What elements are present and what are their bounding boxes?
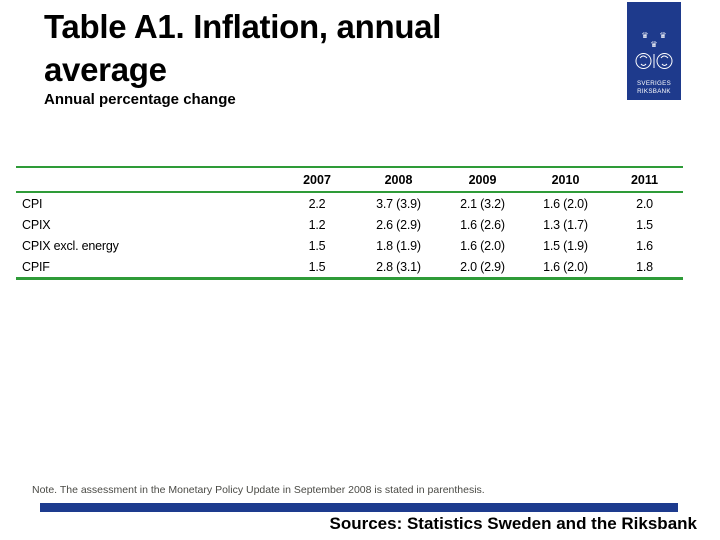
column-header-2008: 2008 — [357, 167, 440, 193]
column-header-2009: 2009 — [440, 167, 525, 193]
table-cell: 1.3 (1.7) — [543, 217, 588, 232]
table-cell: 1.6 — [636, 238, 653, 253]
table-cell: 2.0 — [636, 196, 653, 211]
table-cell: 2.0 (2.9) — [460, 259, 505, 274]
crown-icon: ♛ — [641, 31, 648, 40]
table-cell: 2.6 (2.9) — [376, 217, 421, 232]
page-title: Table A1. Inflation, annual average — [44, 5, 604, 91]
row-label: CPIX excl. energy — [22, 238, 119, 253]
crown-icon: ♛ — [659, 31, 666, 40]
row-label: CPIF — [22, 259, 50, 274]
table-cell: 3.7 (3.9) — [376, 196, 421, 211]
footnote: Note. The assessment in the Monetary Pol… — [32, 484, 485, 496]
riksbank-logo-icon: ♛ ♛ ♛ SVERIGES RIKSBANK — [627, 2, 681, 100]
table-row-cpi: CPI 2.2 3.7 (3.9) 2.1 (3.2) 1.6 (2.0) 2.… — [16, 192, 683, 214]
row-label: CPI — [22, 196, 43, 211]
table-cell: 2.8 (3.1) — [376, 259, 421, 274]
table-cell: 1.8 (1.9) — [376, 238, 421, 253]
table-cell: 1.5 — [636, 217, 653, 232]
column-header-blank — [16, 167, 277, 193]
table-cell: 1.2 — [308, 217, 326, 232]
table-cell: 1.6 (2.6) — [460, 217, 505, 232]
footer-divider-bar — [40, 503, 678, 512]
column-header-2007: 2007 — [277, 167, 357, 193]
table-cell: 1.6 (2.0) — [543, 259, 588, 274]
column-header-2010: 2010 — [525, 167, 606, 193]
table-cell: 1.5 (1.9) — [543, 238, 588, 253]
table-row-cpix-excl-energy: CPIX excl. energy 1.5 1.8 (1.9) 1.6 (2.0… — [16, 235, 683, 256]
riksbank-logo: ♛ ♛ ♛ SVERIGES RIKSBANK — [627, 2, 681, 100]
table-cell: 1.5 — [308, 259, 326, 274]
inflation-table-container: 2007 2008 2009 2010 2011 CPI 2.2 3.7 (3.… — [16, 166, 683, 280]
column-header-2011: 2011 — [606, 167, 683, 193]
table-cell: 1.6 (2.0) — [460, 238, 505, 253]
table-cell: 2.1 (3.2) — [460, 196, 505, 211]
table-cell: 1.8 — [636, 259, 653, 274]
lions-emblem-icon — [635, 53, 673, 69]
logo-org-name-line1: SVERIGES — [637, 80, 671, 87]
logo-org-name-line2: RIKSBANK — [637, 88, 671, 95]
page-subtitle: Annual percentage change — [44, 91, 236, 108]
logo-background — [627, 2, 681, 100]
sources-credit: Sources: Statistics Sweden and the Riksb… — [329, 514, 697, 533]
page-title-line1: Table A1. Inflation, annual — [44, 8, 442, 45]
table-cell: 1.5 — [308, 238, 326, 253]
table-cell: 1.6 (2.0) — [543, 196, 588, 211]
table-cell: 2.2 — [308, 196, 326, 211]
crown-icon: ♛ — [650, 40, 657, 49]
table-row-cpix: CPIX 1.2 2.6 (2.9) 1.6 (2.6) 1.3 (1.7) 1… — [16, 214, 683, 235]
table-row-cpif: CPIF 1.5 2.8 (3.1) 2.0 (2.9) 1.6 (2.0) 1… — [16, 256, 683, 279]
row-label: CPIX — [22, 217, 51, 232]
table-header-row: 2007 2008 2009 2010 2011 — [16, 167, 683, 193]
inflation-table: 2007 2008 2009 2010 2011 CPI 2.2 3.7 (3.… — [16, 166, 683, 280]
page-title-line2: average — [44, 51, 167, 88]
